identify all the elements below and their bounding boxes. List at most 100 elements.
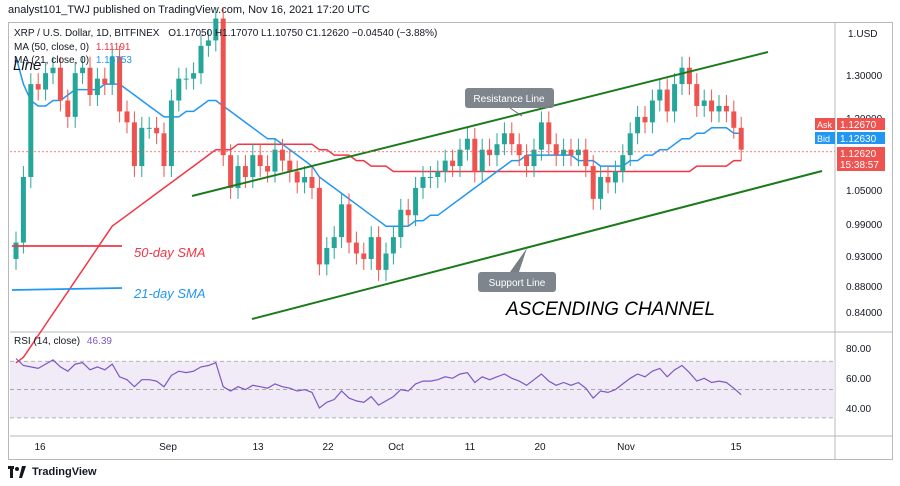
candle-body [390,237,396,254]
candle-body [346,204,352,243]
price-tick-label: 0.93000 [846,252,883,263]
candle-body [590,166,596,199]
candle-body [509,133,515,145]
candle-body [723,105,729,112]
candle-body [13,242,19,259]
candle-body [649,100,655,123]
last-price-value: 1.12620 [840,149,877,160]
sma21-marker-line [11,287,123,291]
sma21-annotation: 21-day SMA [133,286,206,301]
candle-body [405,209,411,216]
candle-body [479,149,485,172]
legend-ma21: MA (21, close, 0) 1.15753 [14,55,132,67]
candle-body [309,177,315,188]
candle-body [568,149,574,156]
candle-body [94,78,100,96]
ask-label-bg [815,118,835,130]
rsi-band [10,360,835,419]
candle-body [701,100,707,106]
candle-body [139,127,145,167]
bid-label: Bid [817,134,830,144]
legend-ma50-label: MA (50, close, 0) [14,42,90,53]
candle-body [117,56,123,112]
candle-body [257,155,263,167]
annotations: Resistance Line Support Line ASCENDING CHA… [133,88,715,320]
candle-body [472,138,478,172]
candle-body [294,171,300,183]
candle-body [131,122,137,167]
candle-body [279,149,285,161]
candle-body [679,67,685,85]
candle-body [450,160,456,167]
candle-body [709,100,715,112]
bid-value-bg [837,132,885,144]
candle-body [575,149,581,156]
candle-body [657,89,663,101]
price-tick-label: 0.88000 [846,282,883,293]
candle-body [553,144,559,156]
candle-body [546,122,552,145]
candle-body [738,127,744,150]
line-drawing-label: Line [13,57,42,74]
candle-body [72,73,78,117]
rsi-tick-label: 60.00 [846,374,871,385]
resistance-callout-pointer [509,107,523,117]
time-tick-label: Sep [159,442,177,453]
candle-body [324,248,330,265]
ascending-channel [11,51,823,320]
candle-body [612,171,618,183]
price-axis: 1.USD1.300001.200001.050000.990000.93000… [10,29,885,415]
time-tick-label: 13 [252,442,264,453]
candle-body [413,187,419,216]
candle-body [376,237,382,270]
candle-body [228,155,234,188]
price-tick-label: 0.99000 [846,220,883,231]
candle-body [672,84,678,112]
time-tick-label: 11 [465,442,476,453]
candle-body [464,138,470,150]
candle-body [635,116,641,134]
rsi-tick-label: 80.00 [846,344,871,355]
ask-value-bg [837,118,885,130]
candle-body [154,127,160,134]
legend-ma50: MA (50, close, 0) 1.11191 [14,42,130,54]
candle-body [331,237,337,249]
candle-body [427,177,433,178]
candle-body [242,166,248,177]
candle-body [124,111,130,123]
countdown: 15:38:57 [840,160,879,171]
publisher-bar: analyst101_TWJ published on TradingView.… [0,0,900,20]
candle-body [87,67,93,96]
candle-body [398,209,404,238]
candle-body [686,67,692,85]
legend-ohlc: O1.17050 H1.17070 L1.10750 C1.12620 −0.0… [168,28,438,39]
candle-body [442,160,448,172]
legend-ma21-value: 1.15753 [95,55,132,66]
ask-value: 1.12670 [840,120,877,131]
support-callout-bg [478,272,556,292]
candle-body [605,177,611,183]
tradingview-logo-icon [8,466,26,478]
candles [13,7,744,281]
candle-body [191,73,197,79]
candle-body [531,149,537,167]
legend-ma21-label: MA (21, close, 0) [14,55,90,66]
candle-body [50,67,56,74]
candle-body [20,177,26,243]
price-axis-header: 1.USD [848,29,877,40]
footer-brand: TradingView [32,466,97,478]
candle-body [102,78,108,85]
candle-body [339,204,345,238]
candle-body [205,40,211,46]
bid-label-bg [815,132,835,144]
rsi-tick-label: 40.00 [846,404,871,415]
candle-body [213,18,219,41]
candle-body [146,127,152,129]
candle-body [368,237,374,259]
time-axis: 16 Sep 13 22 Oct 11 20 Nov 15 [34,442,742,453]
time-tick-label: 20 [534,442,546,453]
legend-symbol-line: XRP / U.S. Dollar, 1D, BITFINEX O1.17050… [14,28,437,40]
candle-body [457,149,463,167]
candle-body [435,171,441,177]
